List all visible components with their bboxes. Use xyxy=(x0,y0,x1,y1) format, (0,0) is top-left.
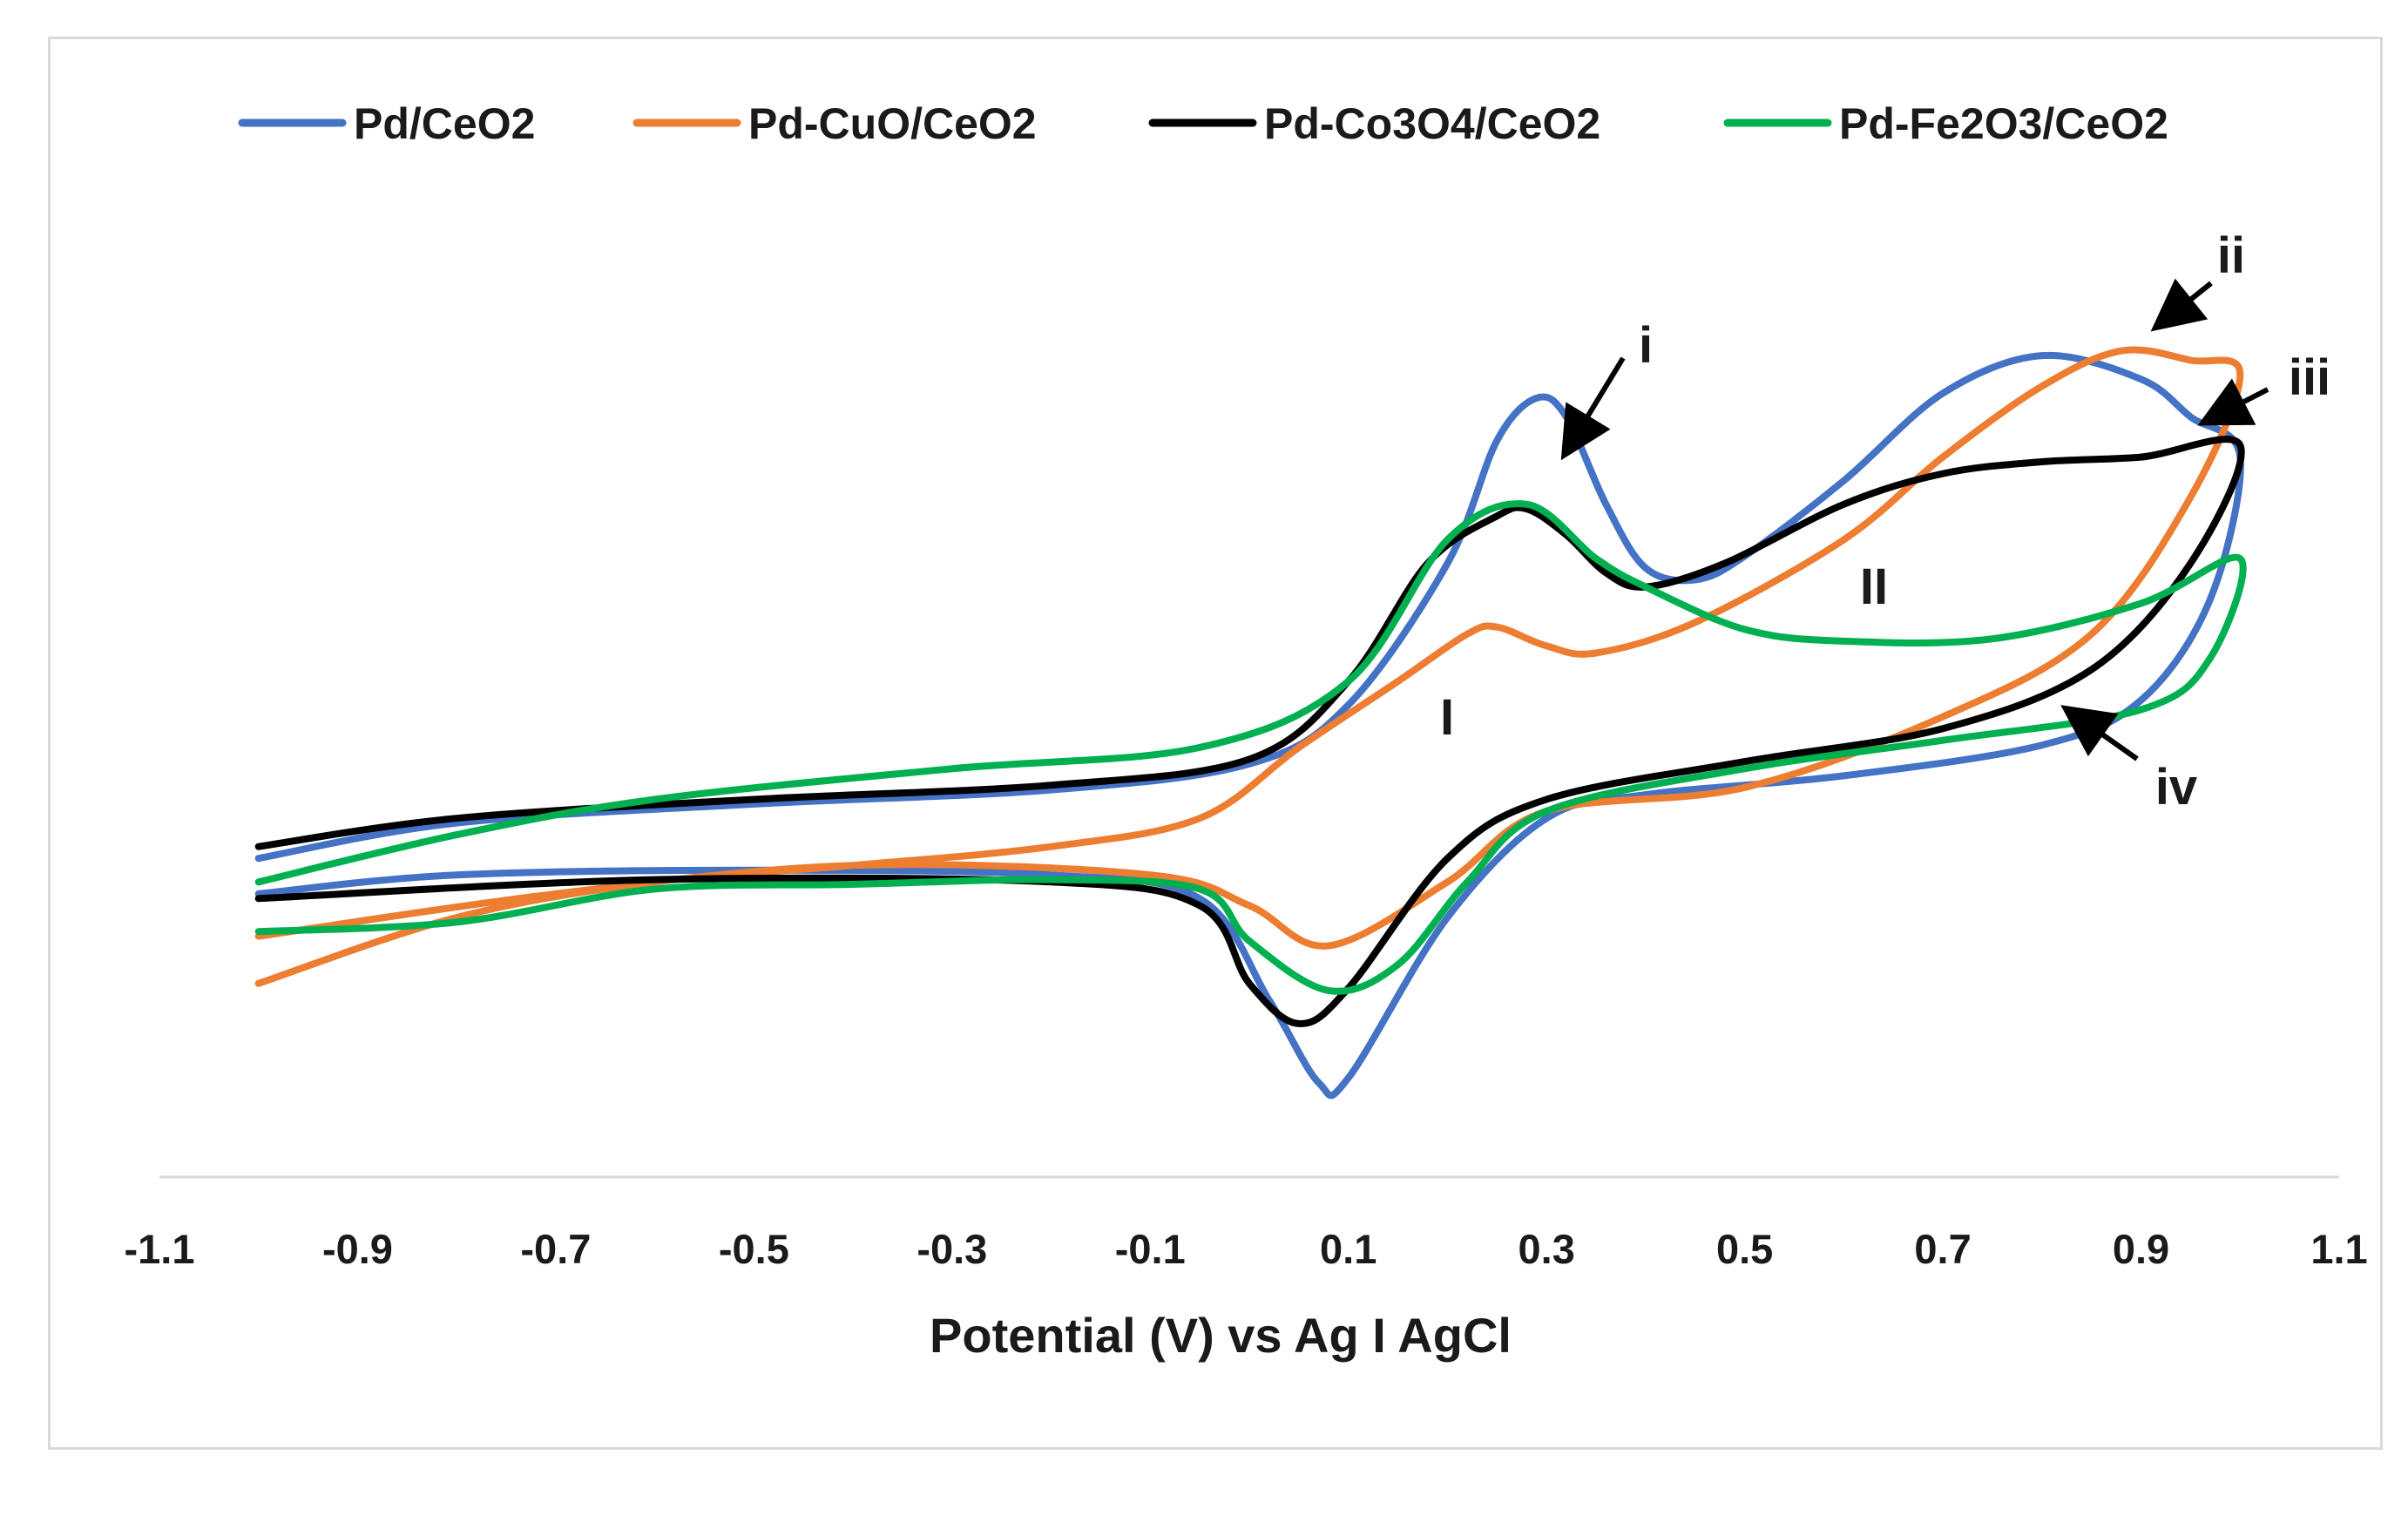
annotation-arrow-i xyxy=(1560,356,1626,461)
legend-label: Pd-CuO/CeO2 xyxy=(748,99,1037,148)
cv-chart: Pd/CeO2 Pd-CuO/CeO2 Pd-Co3O4/CeO2 Pd-Fe2O3/… xyxy=(125,99,2368,1363)
x-tick-labels: -1.1 -0.9 -0.7 -0.5 -0.3 -0.1 0.1 0.3 0.5 0.7 0.9 1… xyxy=(125,1226,2368,1272)
series-line-pd-co3o4-ceo2 xyxy=(254,436,2245,1027)
x-tick-label: -0.7 xyxy=(520,1226,591,1272)
x-tick-label: 0.1 xyxy=(1320,1226,1376,1272)
x-tick-label: -0.5 xyxy=(719,1226,789,1272)
series-line-pd-fe2o3-ceo2 xyxy=(254,500,2247,995)
chart-frame: Pd/CeO2 Pd-CuO/CeO2 Pd-Co3O4/CeO2 Pd-Fe2O3/… xyxy=(48,37,2383,1450)
legend-label: Pd-Fe2O3/CeO2 xyxy=(1839,99,2168,148)
x-tick-label: 0.9 xyxy=(2113,1226,2169,1272)
annotation-arrow-iv xyxy=(2060,705,2139,761)
x-tick-label: 0.7 xyxy=(1914,1226,1971,1272)
x-tick-label: -0.1 xyxy=(1115,1226,1186,1272)
annotation-iv: iv xyxy=(2155,759,2197,816)
x-tick-label: -0.3 xyxy=(917,1226,987,1272)
annotation-ii: ii xyxy=(2217,227,2245,284)
annotation-region-II: II xyxy=(1860,558,1888,615)
annotation-region-I: I xyxy=(1440,689,1454,746)
series-layer xyxy=(254,346,2247,1100)
x-tick-label: 0.5 xyxy=(1716,1226,1773,1272)
x-axis-title: Potential (V) vs Ag I AgCl xyxy=(930,1308,1512,1363)
legend: Pd/CeO2 Pd-CuO/CeO2 Pd-Co3O4/CeO2 Pd-Fe2O3/… xyxy=(238,99,2168,148)
annotation-arrow-ii xyxy=(2150,278,2213,332)
x-tick-label: 1.1 xyxy=(2310,1226,2367,1272)
x-tick-label: -1.1 xyxy=(125,1226,195,1272)
annotation-arrow-iii xyxy=(2197,378,2269,426)
legend-label: Pd/CeO2 xyxy=(354,99,535,148)
annotations: i ii iii iv I II xyxy=(1440,227,2330,816)
annotation-iii: iii xyxy=(2289,349,2330,406)
legend-label: Pd-Co3O4/CeO2 xyxy=(1264,99,1600,148)
annotation-i: i xyxy=(1639,317,1653,374)
series-line-pd-cuo-ceo2 xyxy=(254,346,2244,987)
x-tick-label: -0.9 xyxy=(322,1226,393,1272)
x-tick-label: 0.3 xyxy=(1519,1226,1575,1272)
